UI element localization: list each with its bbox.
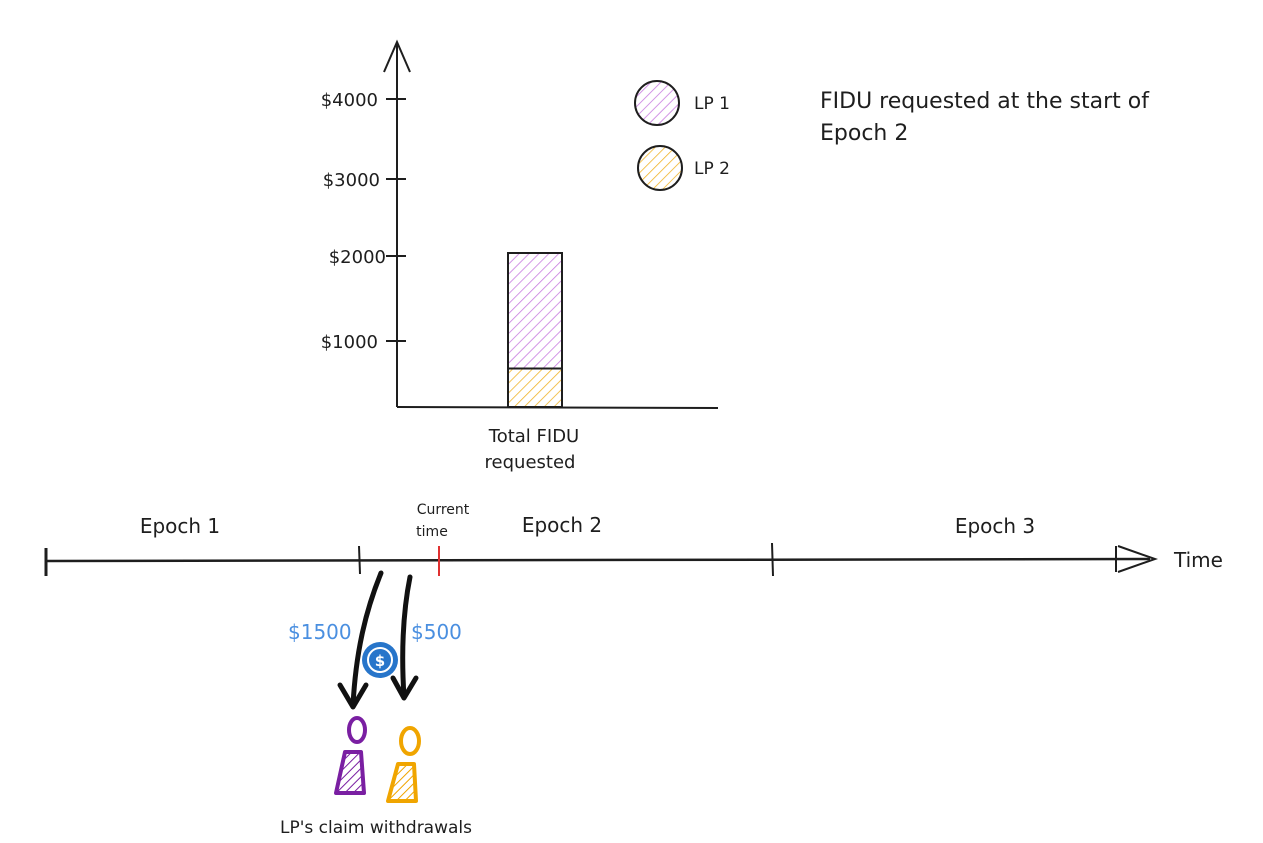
epoch-3-label: Epoch 3 bbox=[955, 514, 1035, 538]
timeline-axis bbox=[45, 557, 1151, 563]
timeline: Epoch 1 Epoch 2 Epoch 3 Current time Tim… bbox=[44, 502, 1223, 577]
lp2-person-icon bbox=[386, 726, 421, 803]
y-tick-4000: $4000 bbox=[321, 90, 406, 111]
arrow-to-lp2 bbox=[400, 574, 413, 700]
epoch-2-label: Epoch 2 bbox=[522, 513, 602, 537]
x-category-label-line-2: requested bbox=[485, 452, 576, 473]
lp1-withdrawal-amount: $1500 bbox=[288, 620, 352, 644]
svg-text:$: $ bbox=[375, 652, 385, 670]
diagram-title-line-2: Epoch 2 bbox=[820, 121, 908, 146]
lp1-person-icon bbox=[334, 716, 367, 795]
y-tick-2000: $2000 bbox=[329, 247, 406, 268]
legend: LP 1 LP 2 bbox=[634, 80, 730, 191]
y-tick-label-4000: $4000 bbox=[321, 90, 378, 111]
arrow-to-lp1-head bbox=[337, 682, 369, 710]
arrow-to-lp1 bbox=[350, 570, 384, 708]
time-axis-label: Time bbox=[1173, 548, 1223, 572]
x-category-label-line-1: Total FIDU bbox=[488, 426, 579, 447]
y-tick-3000: $3000 bbox=[323, 170, 406, 191]
y-axis-arrowhead bbox=[383, 39, 411, 73]
current-time-label-line-2: time bbox=[416, 524, 448, 540]
legend-swatch-lp1 bbox=[634, 80, 680, 126]
legend-swatch-lp2 bbox=[637, 145, 683, 191]
arrow-to-lp2-head bbox=[390, 675, 419, 701]
epoch-boundary-2-3 bbox=[771, 542, 774, 577]
y-tick-1000: $1000 bbox=[321, 332, 406, 353]
diagram-title-line-1: FIDU requested at the start of bbox=[820, 89, 1150, 114]
legend-label-lp2: LP 2 bbox=[694, 159, 730, 179]
y-tick-label-2000: $2000 bbox=[329, 247, 386, 268]
y-tick-label-3000: $3000 bbox=[323, 170, 380, 191]
epoch-boundary-1-2 bbox=[358, 545, 361, 575]
current-time-label-line-1: Current bbox=[417, 502, 470, 518]
epoch-1-label: Epoch 1 bbox=[140, 514, 220, 538]
bar-segment-lp1 bbox=[507, 252, 563, 370]
y-tick-label-1000: $1000 bbox=[321, 332, 378, 353]
usdc-coin-icon: $ bbox=[362, 642, 398, 678]
withdrawal-arrows bbox=[337, 570, 419, 710]
lp2-withdrawal-amount: $500 bbox=[411, 620, 462, 644]
timeline-arrowhead bbox=[1117, 545, 1159, 573]
legend-label-lp1: LP 1 bbox=[694, 94, 730, 114]
withdrawals-caption: LP's claim withdrawals bbox=[280, 818, 472, 838]
bar-segment-lp2 bbox=[507, 367, 563, 408]
